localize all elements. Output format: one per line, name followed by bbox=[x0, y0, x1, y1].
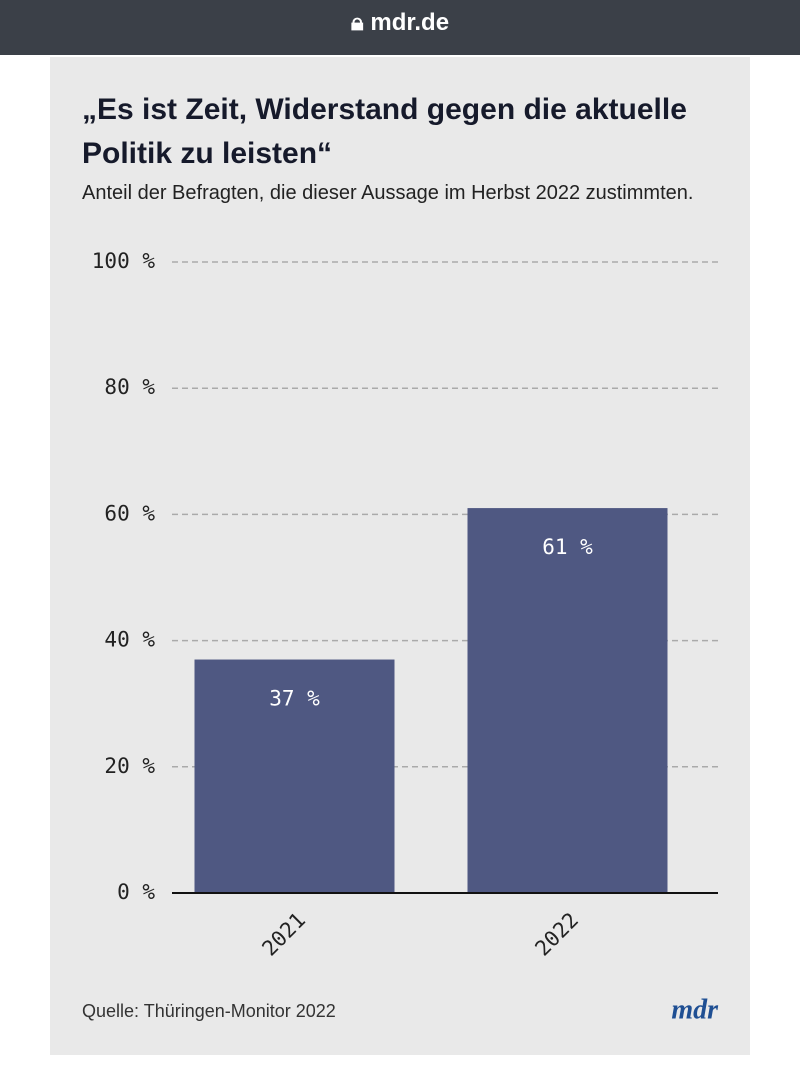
y-tick-label: 60 % bbox=[104, 501, 155, 525]
value-label: 61 % bbox=[542, 535, 593, 559]
x-tick-label: 2021 bbox=[257, 908, 310, 961]
y-tick-label: 0 % bbox=[117, 880, 155, 904]
lock-icon: 🔒︎ bbox=[350, 9, 371, 36]
bar bbox=[467, 508, 668, 893]
chart-subtitle: Anteil der Befragten, die dieser Aussage… bbox=[82, 182, 694, 204]
url-text: mdr.de bbox=[370, 9, 450, 36]
url[interactable]: 🔒︎ mdr.de bbox=[0, 0, 800, 55]
bar bbox=[194, 659, 395, 893]
chart-title: „Es ist Zeit, Widerstand gegen die aktue… bbox=[82, 93, 687, 170]
source: Quelle: Thüringen-Monitor 2022 bbox=[82, 1001, 336, 1021]
logo: mdr bbox=[671, 994, 719, 1025]
y-tick-label: 40 % bbox=[104, 628, 155, 652]
y-tick-label: 100 % bbox=[92, 249, 156, 273]
y-tick-label: 20 % bbox=[104, 754, 155, 778]
y-tick-label: 80 % bbox=[104, 375, 155, 399]
value-label: 37 % bbox=[269, 687, 320, 711]
x-tick-label: 2022 bbox=[530, 908, 583, 961]
browser-bar bbox=[0, 0, 800, 55]
